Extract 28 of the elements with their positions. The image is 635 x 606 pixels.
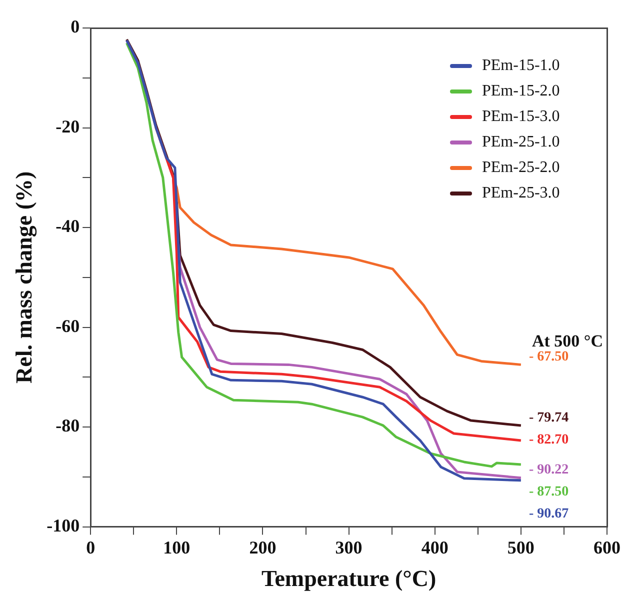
x-tick-label: 100 bbox=[163, 537, 190, 558]
legend-label: PEm-25-2.0 bbox=[482, 159, 560, 176]
annotation: - 79.74 bbox=[529, 410, 569, 426]
y-tick-label: -60 bbox=[56, 316, 80, 336]
y-tick-label: -40 bbox=[56, 216, 80, 236]
y-tick-label: -100 bbox=[46, 515, 80, 536]
legend-label: PEm-15-2.0 bbox=[482, 82, 560, 100]
annotation: - 67.50 bbox=[529, 349, 569, 364]
x-axis-title: Temperature (°C) bbox=[261, 566, 436, 592]
x-tick-label: 0 bbox=[86, 537, 96, 558]
annotation: - 82.70 bbox=[529, 432, 569, 448]
y-tick-label: -20 bbox=[56, 116, 80, 136]
x-tick-label: 400 bbox=[421, 537, 448, 558]
x-tick-label: 200 bbox=[249, 537, 276, 558]
legend-label: PEm-25-1.0 bbox=[482, 134, 560, 151]
y-axis-title: Rel. mass change (%) bbox=[12, 171, 38, 384]
x-tick-label: 500 bbox=[507, 537, 534, 558]
y-tick-label: -80 bbox=[56, 416, 80, 436]
legend-label: PEm-25-3.0 bbox=[482, 184, 560, 202]
x-tick-label: 300 bbox=[335, 537, 362, 558]
annotation: - 90.67 bbox=[529, 506, 569, 522]
legend-label: PEm-15-3.0 bbox=[482, 108, 560, 126]
y-tick-label: 0 bbox=[70, 16, 80, 37]
legend-label: PEm-15-1.0 bbox=[482, 57, 560, 74]
annotation: At 500 °C bbox=[532, 332, 603, 351]
annotation: - 87.50 bbox=[529, 484, 569, 500]
annotation: - 90.22 bbox=[529, 462, 569, 478]
x-tick-label: 600 bbox=[594, 537, 620, 558]
